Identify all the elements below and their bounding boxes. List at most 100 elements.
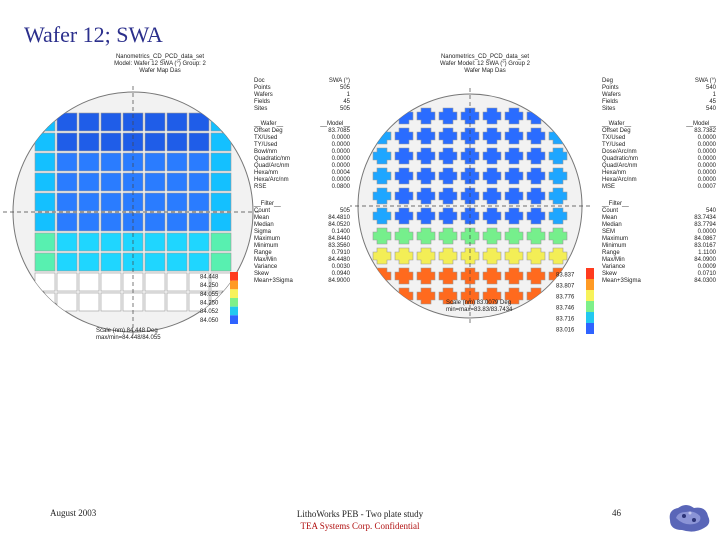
right-wafer-field — [504, 227, 524, 245]
left-stat-row: Max/Min 84.4480 — [254, 257, 350, 264]
left-wafer-field — [34, 212, 56, 232]
right-stat-value: 83.7794 — [694, 222, 716, 228]
left-wafer-field — [166, 152, 188, 172]
left-stat-row: Skew 0.0940 — [254, 271, 350, 278]
left-wafer-field — [144, 152, 166, 172]
right-wafer-field — [438, 227, 458, 245]
right-stat-key: Wafers — [602, 92, 621, 98]
left-stat-row: Mean 84.4810 — [254, 215, 350, 222]
left-stat-row: Minimum 83.3560 — [254, 243, 350, 250]
left-scale-line: max/min=84.448/84.055 — [96, 335, 161, 341]
left-wafer-field — [100, 212, 122, 232]
left-wafer-field — [34, 172, 56, 192]
right-wafer-field — [548, 107, 568, 125]
left-wafer-field — [56, 192, 78, 212]
left-stat-key: Hexa/nm — [254, 170, 279, 176]
left-stat-value: 84.4480 — [328, 257, 350, 263]
right-stat-value: __Model__ — [686, 121, 716, 127]
left-wafer-field — [188, 252, 210, 272]
footer-center: LithoWorks PEB - Two plate study TEA Sys… — [270, 508, 450, 532]
left-stat-key: Max/Min — [254, 257, 277, 263]
left-wafer-field — [166, 192, 188, 212]
right-wafer-field — [526, 207, 546, 225]
right-wafer-field — [416, 267, 436, 285]
right-stat-value: 83.7434 — [694, 215, 716, 221]
left-stat-value: 84.4810 — [328, 215, 350, 221]
right-wafer-field — [416, 147, 436, 165]
left-wafer-field — [78, 292, 100, 312]
right-colorbar-swatch — [586, 290, 594, 301]
right-wafer-field — [482, 287, 502, 305]
right-stat-key: Fields — [602, 99, 619, 105]
left-wafer-field — [144, 192, 166, 212]
right-stat-key: TX/Used — [602, 135, 626, 141]
right-wafer-field — [526, 227, 546, 245]
left-stat-key: Range — [254, 250, 272, 256]
left-wafer-field — [56, 152, 78, 172]
left-colorbar-label: 84.448 — [200, 275, 219, 281]
left-wafer-field — [188, 272, 210, 292]
left-wafer-field — [188, 212, 210, 232]
right-wafer-field — [504, 267, 524, 285]
left-stat-key: __Wafer__ — [254, 121, 284, 127]
left-stat-value: __Model__ — [320, 121, 350, 127]
right-stat-value: 0.0710 — [697, 271, 716, 277]
left-colorbar-label: 84.052 — [200, 309, 219, 315]
left-stat-value: 0.0000 — [331, 156, 350, 162]
right-stat-row: Max/Min 84.0900 — [602, 257, 716, 264]
left-wafer-field — [188, 172, 210, 192]
right-stat-row: Hexa/nm 0.0000 — [602, 170, 716, 177]
left-colorbar-swatch — [230, 289, 238, 298]
left-scale-line: Scale (nm) 84.448 Deg — [96, 328, 158, 334]
left-stat-key: Quad/Arc/nm — [254, 163, 290, 169]
right-wafer-field — [482, 187, 502, 205]
right-colorbar-swatch — [586, 323, 594, 334]
right-stat-value: 0.0000 — [697, 135, 716, 141]
right-stat-row: __Wafer__ __Model__ — [602, 121, 716, 128]
left-wafer-field — [166, 252, 188, 272]
right-stat-value: 0.0009 — [697, 264, 716, 270]
left-wafer-field — [210, 152, 232, 172]
right-wafer-field — [438, 167, 458, 185]
left-wafer-field — [78, 192, 100, 212]
left-wafer-field — [34, 272, 56, 292]
left-stat-value: 84.0520 — [328, 222, 350, 228]
left-wafer-field — [166, 132, 188, 152]
right-colorbar: 83.837 83.807 83.776 83.746 83.716 83.016 — [556, 268, 594, 334]
left-colorbar-label: 84.250 — [200, 283, 219, 289]
left-wafer-field — [144, 272, 166, 292]
right-wafer-field — [548, 167, 568, 185]
left-wafer-field — [166, 232, 188, 252]
left-stat-key: Minimum — [254, 243, 279, 249]
right-stat-key: Mean+3Sigma — [602, 278, 641, 284]
left-wafer-field — [34, 232, 56, 252]
right-wafer-field — [416, 227, 436, 245]
right-wafer-field — [438, 247, 458, 265]
right-stat-row: SEM 0.0000 — [602, 229, 716, 236]
right-stats-column: Deg SWA (°) Points 540 Wafers 1 Fields 45 Sites 5… — [602, 78, 716, 285]
right-stat-value: 540 — [705, 208, 716, 214]
left-stat-row: Sigma 0.1400 — [254, 229, 350, 236]
right-stat-key: Quad/Arc/nm — [602, 163, 638, 169]
left-wafer-field — [100, 292, 122, 312]
right-filter-header: __Filter__ — [602, 201, 629, 207]
right-stat-key: Points — [602, 85, 619, 91]
slide-title: Wafer 12; SWA — [24, 22, 163, 47]
left-stat-row: Quad/Arc/nm 0.0000 — [254, 163, 350, 170]
left-scale-caption: Scale (nm) 84.448 Deg max/min=84.448/84.… — [96, 328, 161, 342]
left-stat-value: 0.0000 — [331, 163, 350, 169]
left-stat-key: Fields — [254, 99, 271, 105]
right-header-line: Wafer Map Das — [464, 68, 506, 74]
left-wafer-header: Nanometrics_CD_PCD_data_set Model: Wafer… — [90, 54, 230, 75]
left-stat-key: Skew — [254, 271, 269, 277]
left-stat-value: 505 — [339, 208, 350, 214]
right-wafer-field — [482, 147, 502, 165]
left-wafer-field — [210, 112, 232, 132]
right-stat-value: 0.0007 — [697, 184, 716, 190]
left-wafer-field — [144, 292, 166, 312]
right-colorbar-label: 83.746 — [556, 305, 575, 311]
right-wafer-field — [482, 167, 502, 185]
left-wafer-field — [210, 172, 232, 192]
right-wafer-field — [438, 187, 458, 205]
right-wafer-field — [438, 147, 458, 165]
